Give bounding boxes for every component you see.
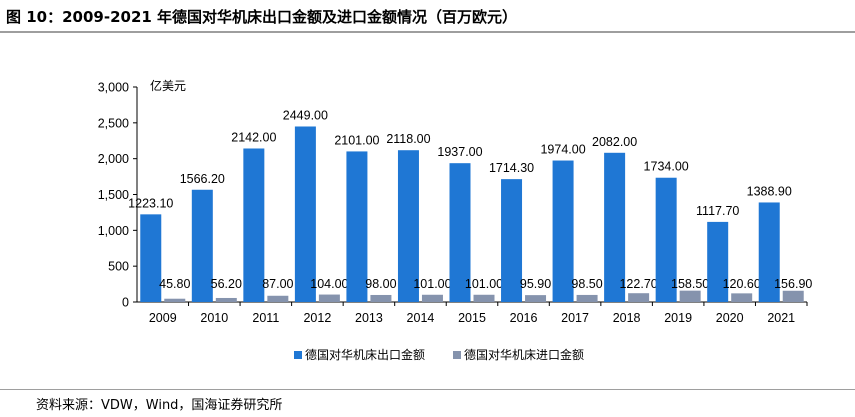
import-value-label: 98.50 xyxy=(571,277,602,291)
import-bar xyxy=(473,294,495,302)
export-value-label: 2118.00 xyxy=(386,132,430,146)
import-value-label: 87.00 xyxy=(262,277,293,291)
y-tick-label: 2,500 xyxy=(98,116,129,130)
import-value-label: 120.60 xyxy=(723,277,761,291)
export-value-label: 1714.30 xyxy=(489,161,534,175)
export-bar xyxy=(191,189,213,302)
import-bar xyxy=(525,295,547,302)
x-tick-label: 2020 xyxy=(716,311,744,325)
figure-title: 图 10：2009-2021 年德国对华机床出口金额及进口金额情况（百万欧元） xyxy=(6,8,518,26)
source-note: 资料来源：VDW，Wind，国海证券研究所 xyxy=(36,398,283,413)
export-value-label: 1223.10 xyxy=(128,196,173,210)
x-tick-label: 2013 xyxy=(355,311,383,325)
x-tick-label: 2009 xyxy=(149,311,177,325)
import-value-label: 56.20 xyxy=(211,277,242,291)
import-bar xyxy=(421,294,443,302)
import-value-label: 122.70 xyxy=(619,277,657,291)
export-value-label: 1388.90 xyxy=(747,184,792,198)
import-value-label: 101.00 xyxy=(465,277,503,291)
title-rule xyxy=(0,31,855,33)
import-bar xyxy=(318,294,340,302)
x-tick-label: 2019 xyxy=(664,311,692,325)
export-bar xyxy=(604,152,626,302)
import-bar xyxy=(215,297,237,302)
export-bar xyxy=(552,160,574,302)
import-value-label: 98.00 xyxy=(365,277,396,291)
import-value-label: 95.90 xyxy=(520,277,551,291)
export-bar xyxy=(501,179,523,302)
export-bar xyxy=(140,214,162,302)
y-unit-label: 亿美元 xyxy=(150,78,186,93)
import-bar xyxy=(628,293,650,302)
x-tick-label: 2015 xyxy=(458,311,486,325)
import-value-label: 104.00 xyxy=(310,277,348,291)
export-value-label: 1937.00 xyxy=(437,145,482,159)
x-tick-label: 2011 xyxy=(252,311,279,325)
x-tick-label: 2016 xyxy=(510,311,538,325)
export-value-label: 1566.20 xyxy=(180,172,225,186)
legend-label-import: 德国对华机床进口金额 xyxy=(464,347,584,362)
import-bar xyxy=(164,298,186,302)
source-rule xyxy=(0,389,855,390)
y-tick-label: 2,000 xyxy=(98,152,129,166)
export-bar xyxy=(449,163,471,302)
import-value-label: 156.90 xyxy=(774,277,812,291)
export-bar xyxy=(397,150,419,302)
export-value-label: 1734.00 xyxy=(644,160,689,174)
y-tick-label: 3,000 xyxy=(98,81,129,95)
import-bar xyxy=(679,290,701,302)
export-bar xyxy=(655,177,677,302)
export-bar xyxy=(707,221,729,302)
x-tick-label: 2010 xyxy=(200,311,228,325)
y-tick-label: 500 xyxy=(108,260,129,274)
import-bar xyxy=(576,294,598,302)
import-bar xyxy=(267,295,289,302)
x-tick-label: 2017 xyxy=(561,311,589,325)
import-bar xyxy=(782,290,804,302)
export-value-label: 2449.00 xyxy=(283,108,328,122)
export-value-label: 1117.70 xyxy=(696,204,739,218)
export-bar xyxy=(243,148,265,302)
y-tick-label: 0 xyxy=(122,296,129,310)
x-tick-label: 2021 xyxy=(767,311,795,325)
import-bar xyxy=(731,293,753,302)
export-value-label: 2142.00 xyxy=(231,130,276,144)
y-tick-label: 1,500 xyxy=(98,188,129,202)
import-value-label: 101.00 xyxy=(413,277,451,291)
legend-swatch-export xyxy=(294,351,302,359)
import-bar xyxy=(370,294,392,302)
export-value-label: 2082.00 xyxy=(592,135,637,149)
legend-label-export: 德国对华机床出口金额 xyxy=(305,347,425,362)
legend-swatch-import xyxy=(453,351,461,359)
y-tick-label: 1,000 xyxy=(98,224,129,238)
export-bar xyxy=(346,151,368,302)
export-value-label: 2101.00 xyxy=(334,133,379,147)
export-bar xyxy=(758,202,780,302)
bar-chart: 0 500 1,000 1,500 2,000 2,500 3,000 亿美元 1223.10 4… xyxy=(98,78,813,362)
x-tick-label: 2014 xyxy=(407,311,435,325)
import-value-label: 45.80 xyxy=(159,277,190,291)
export-bar xyxy=(294,126,316,302)
export-value-label: 1974.00 xyxy=(540,143,585,157)
import-value-label: 158.50 xyxy=(671,277,709,291)
x-tick-label: 2018 xyxy=(613,311,641,325)
x-tick-label: 2012 xyxy=(303,311,331,325)
